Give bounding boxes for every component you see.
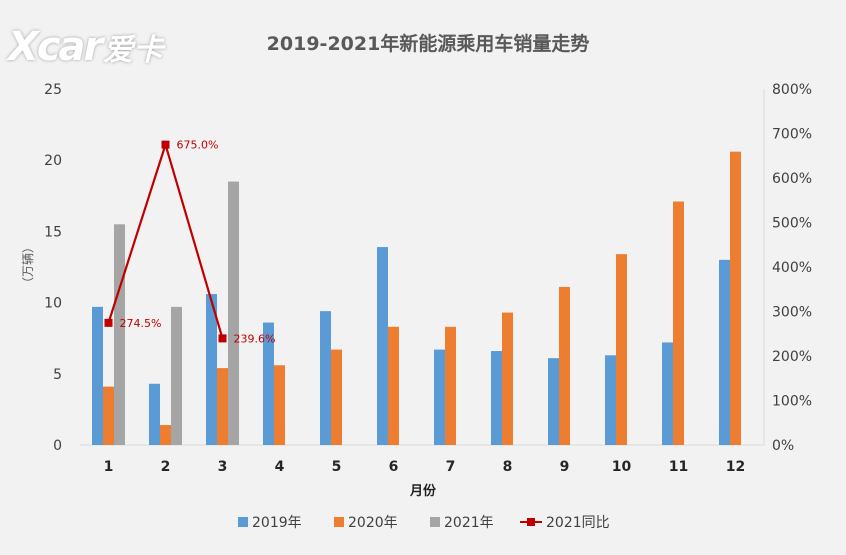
bar-2019年 bbox=[320, 311, 331, 445]
x-tick-label: 4 bbox=[275, 459, 285, 475]
x-tick-label: 6 bbox=[389, 459, 399, 475]
legend-swatch bbox=[430, 517, 440, 527]
bar-2020年 bbox=[331, 349, 342, 445]
y-axis-label: （万辆） bbox=[21, 241, 35, 289]
legend-swatch bbox=[334, 517, 344, 527]
bar-2019年 bbox=[149, 383, 160, 445]
bar-2019年 bbox=[662, 342, 673, 445]
bar-2020年 bbox=[673, 201, 684, 445]
x-tick-label: 10 bbox=[612, 459, 632, 475]
x-tick-label: 11 bbox=[669, 459, 688, 475]
bar-2019年 bbox=[92, 306, 103, 445]
bar-2019年 bbox=[377, 247, 388, 445]
bar-2019年 bbox=[206, 294, 217, 445]
bar-2019年 bbox=[491, 351, 502, 445]
x-tick-label: 7 bbox=[446, 459, 456, 475]
bar-2020年 bbox=[559, 286, 570, 445]
y-tick-label: 5 bbox=[53, 367, 62, 383]
bar-2019年 bbox=[719, 259, 730, 445]
bar-2021年 bbox=[228, 181, 239, 445]
legend-swatch bbox=[238, 517, 248, 527]
x-tick-label: 8 bbox=[503, 459, 513, 475]
legend-label: 2021同比 bbox=[546, 515, 610, 531]
bar-2019年 bbox=[263, 322, 274, 445]
legend-label: 2020年 bbox=[348, 515, 398, 531]
data-label: 239.6% bbox=[234, 332, 276, 345]
data-label: 675.0% bbox=[177, 139, 219, 152]
bar-2020年 bbox=[160, 425, 171, 445]
y2-tick-label: 500% bbox=[772, 216, 812, 232]
bar-2020年 bbox=[217, 368, 228, 445]
y-tick-label: 20 bbox=[44, 153, 62, 169]
y-tick-label: 25 bbox=[44, 82, 62, 98]
y2-tick-label: 0% bbox=[772, 438, 794, 454]
bar-2019年 bbox=[548, 358, 559, 445]
y-tick-label: 15 bbox=[44, 224, 62, 240]
x-tick-label: 12 bbox=[726, 459, 745, 475]
y-tick-label: 10 bbox=[44, 296, 62, 312]
bar-2020年 bbox=[103, 386, 114, 445]
x-tick-label: 5 bbox=[332, 459, 342, 475]
xcar-logo: Xcar 爱卡 bbox=[8, 22, 178, 72]
line-marker bbox=[104, 318, 113, 327]
bar-2019年 bbox=[605, 355, 616, 445]
line-marker bbox=[161, 140, 170, 149]
chart-title: 2019-2021年新能源乘用车销量走势 bbox=[267, 32, 590, 55]
bar-2021年 bbox=[114, 224, 125, 445]
x-tick-label: 9 bbox=[560, 459, 570, 475]
data-label: 274.5% bbox=[120, 317, 162, 330]
y2-tick-label: 100% bbox=[772, 394, 812, 410]
bar-2020年 bbox=[502, 312, 513, 445]
logo-latin-text: Xcar bbox=[8, 24, 103, 70]
bar-2020年 bbox=[616, 254, 627, 445]
bar-2020年 bbox=[274, 365, 285, 445]
x-tick-label: 2 bbox=[161, 459, 171, 475]
line-marker bbox=[218, 334, 227, 343]
y2-tick-label: 800% bbox=[772, 82, 812, 98]
y-tick-label: 0 bbox=[53, 438, 62, 454]
legend-label: 2019年 bbox=[252, 515, 302, 531]
bar-2021年 bbox=[171, 306, 182, 445]
y2-tick-label: 700% bbox=[772, 127, 812, 143]
bar-2019年 bbox=[434, 349, 445, 445]
y2-tick-label: 400% bbox=[772, 260, 812, 276]
bar-2020年 bbox=[730, 151, 741, 445]
bar-2020年 bbox=[388, 326, 399, 445]
legend-marker bbox=[527, 518, 535, 526]
y2-tick-label: 200% bbox=[772, 349, 812, 365]
x-tick-label: 3 bbox=[218, 459, 228, 475]
logo-chinese-text: 爱卡 bbox=[103, 33, 164, 68]
x-axis-label: 月份 bbox=[409, 483, 437, 499]
y2-tick-label: 300% bbox=[772, 305, 812, 321]
bar-2020年 bbox=[445, 326, 456, 445]
legend-label: 2021年 bbox=[444, 515, 494, 531]
line-2021-yoy bbox=[107, 140, 224, 339]
x-tick-label: 1 bbox=[104, 459, 114, 475]
y2-tick-label: 600% bbox=[772, 171, 812, 187]
